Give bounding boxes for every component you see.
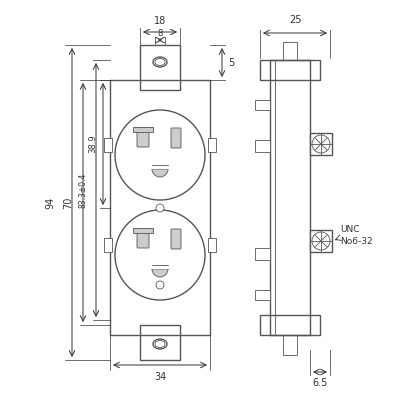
Bar <box>104 238 112 252</box>
Circle shape <box>115 210 205 300</box>
Bar <box>255 290 270 300</box>
Bar <box>260 315 320 335</box>
Circle shape <box>115 110 205 200</box>
Bar <box>133 228 153 233</box>
Circle shape <box>156 281 164 289</box>
Circle shape <box>312 135 330 153</box>
FancyBboxPatch shape <box>137 128 149 147</box>
Text: 25: 25 <box>289 15 301 25</box>
Text: 8: 8 <box>157 29 163 38</box>
Bar <box>283 42 297 60</box>
Bar <box>310 133 332 155</box>
Text: 38.9: 38.9 <box>88 135 97 153</box>
Ellipse shape <box>155 340 165 348</box>
Text: 83.3±0.4: 83.3±0.4 <box>78 172 87 208</box>
Text: 70: 70 <box>63 197 73 209</box>
Bar <box>133 127 153 132</box>
Bar <box>208 138 216 152</box>
Text: 6.5: 6.5 <box>312 378 328 388</box>
Ellipse shape <box>153 339 167 349</box>
Text: 34: 34 <box>154 372 166 382</box>
FancyBboxPatch shape <box>137 229 149 248</box>
Circle shape <box>312 232 330 250</box>
Bar <box>152 165 168 169</box>
Bar <box>208 238 216 252</box>
Text: 5: 5 <box>228 58 234 68</box>
Bar <box>255 140 270 152</box>
FancyBboxPatch shape <box>171 229 181 249</box>
Bar <box>255 100 270 110</box>
Text: 94: 94 <box>45 197 55 209</box>
Ellipse shape <box>153 57 167 67</box>
Circle shape <box>156 204 164 212</box>
Bar <box>260 60 320 80</box>
Wedge shape <box>152 169 168 177</box>
Bar <box>140 45 180 90</box>
Text: UNC: UNC <box>340 226 360 234</box>
Ellipse shape <box>155 58 165 66</box>
Bar <box>283 335 297 355</box>
Bar <box>104 138 112 152</box>
Bar <box>140 325 180 360</box>
Bar <box>152 265 168 269</box>
Bar <box>270 60 310 335</box>
Bar <box>110 80 210 335</box>
Bar <box>255 248 270 260</box>
Text: 18: 18 <box>154 16 166 26</box>
Wedge shape <box>152 269 168 277</box>
Bar <box>310 230 332 252</box>
Text: No6-32: No6-32 <box>340 236 373 246</box>
FancyBboxPatch shape <box>171 128 181 148</box>
